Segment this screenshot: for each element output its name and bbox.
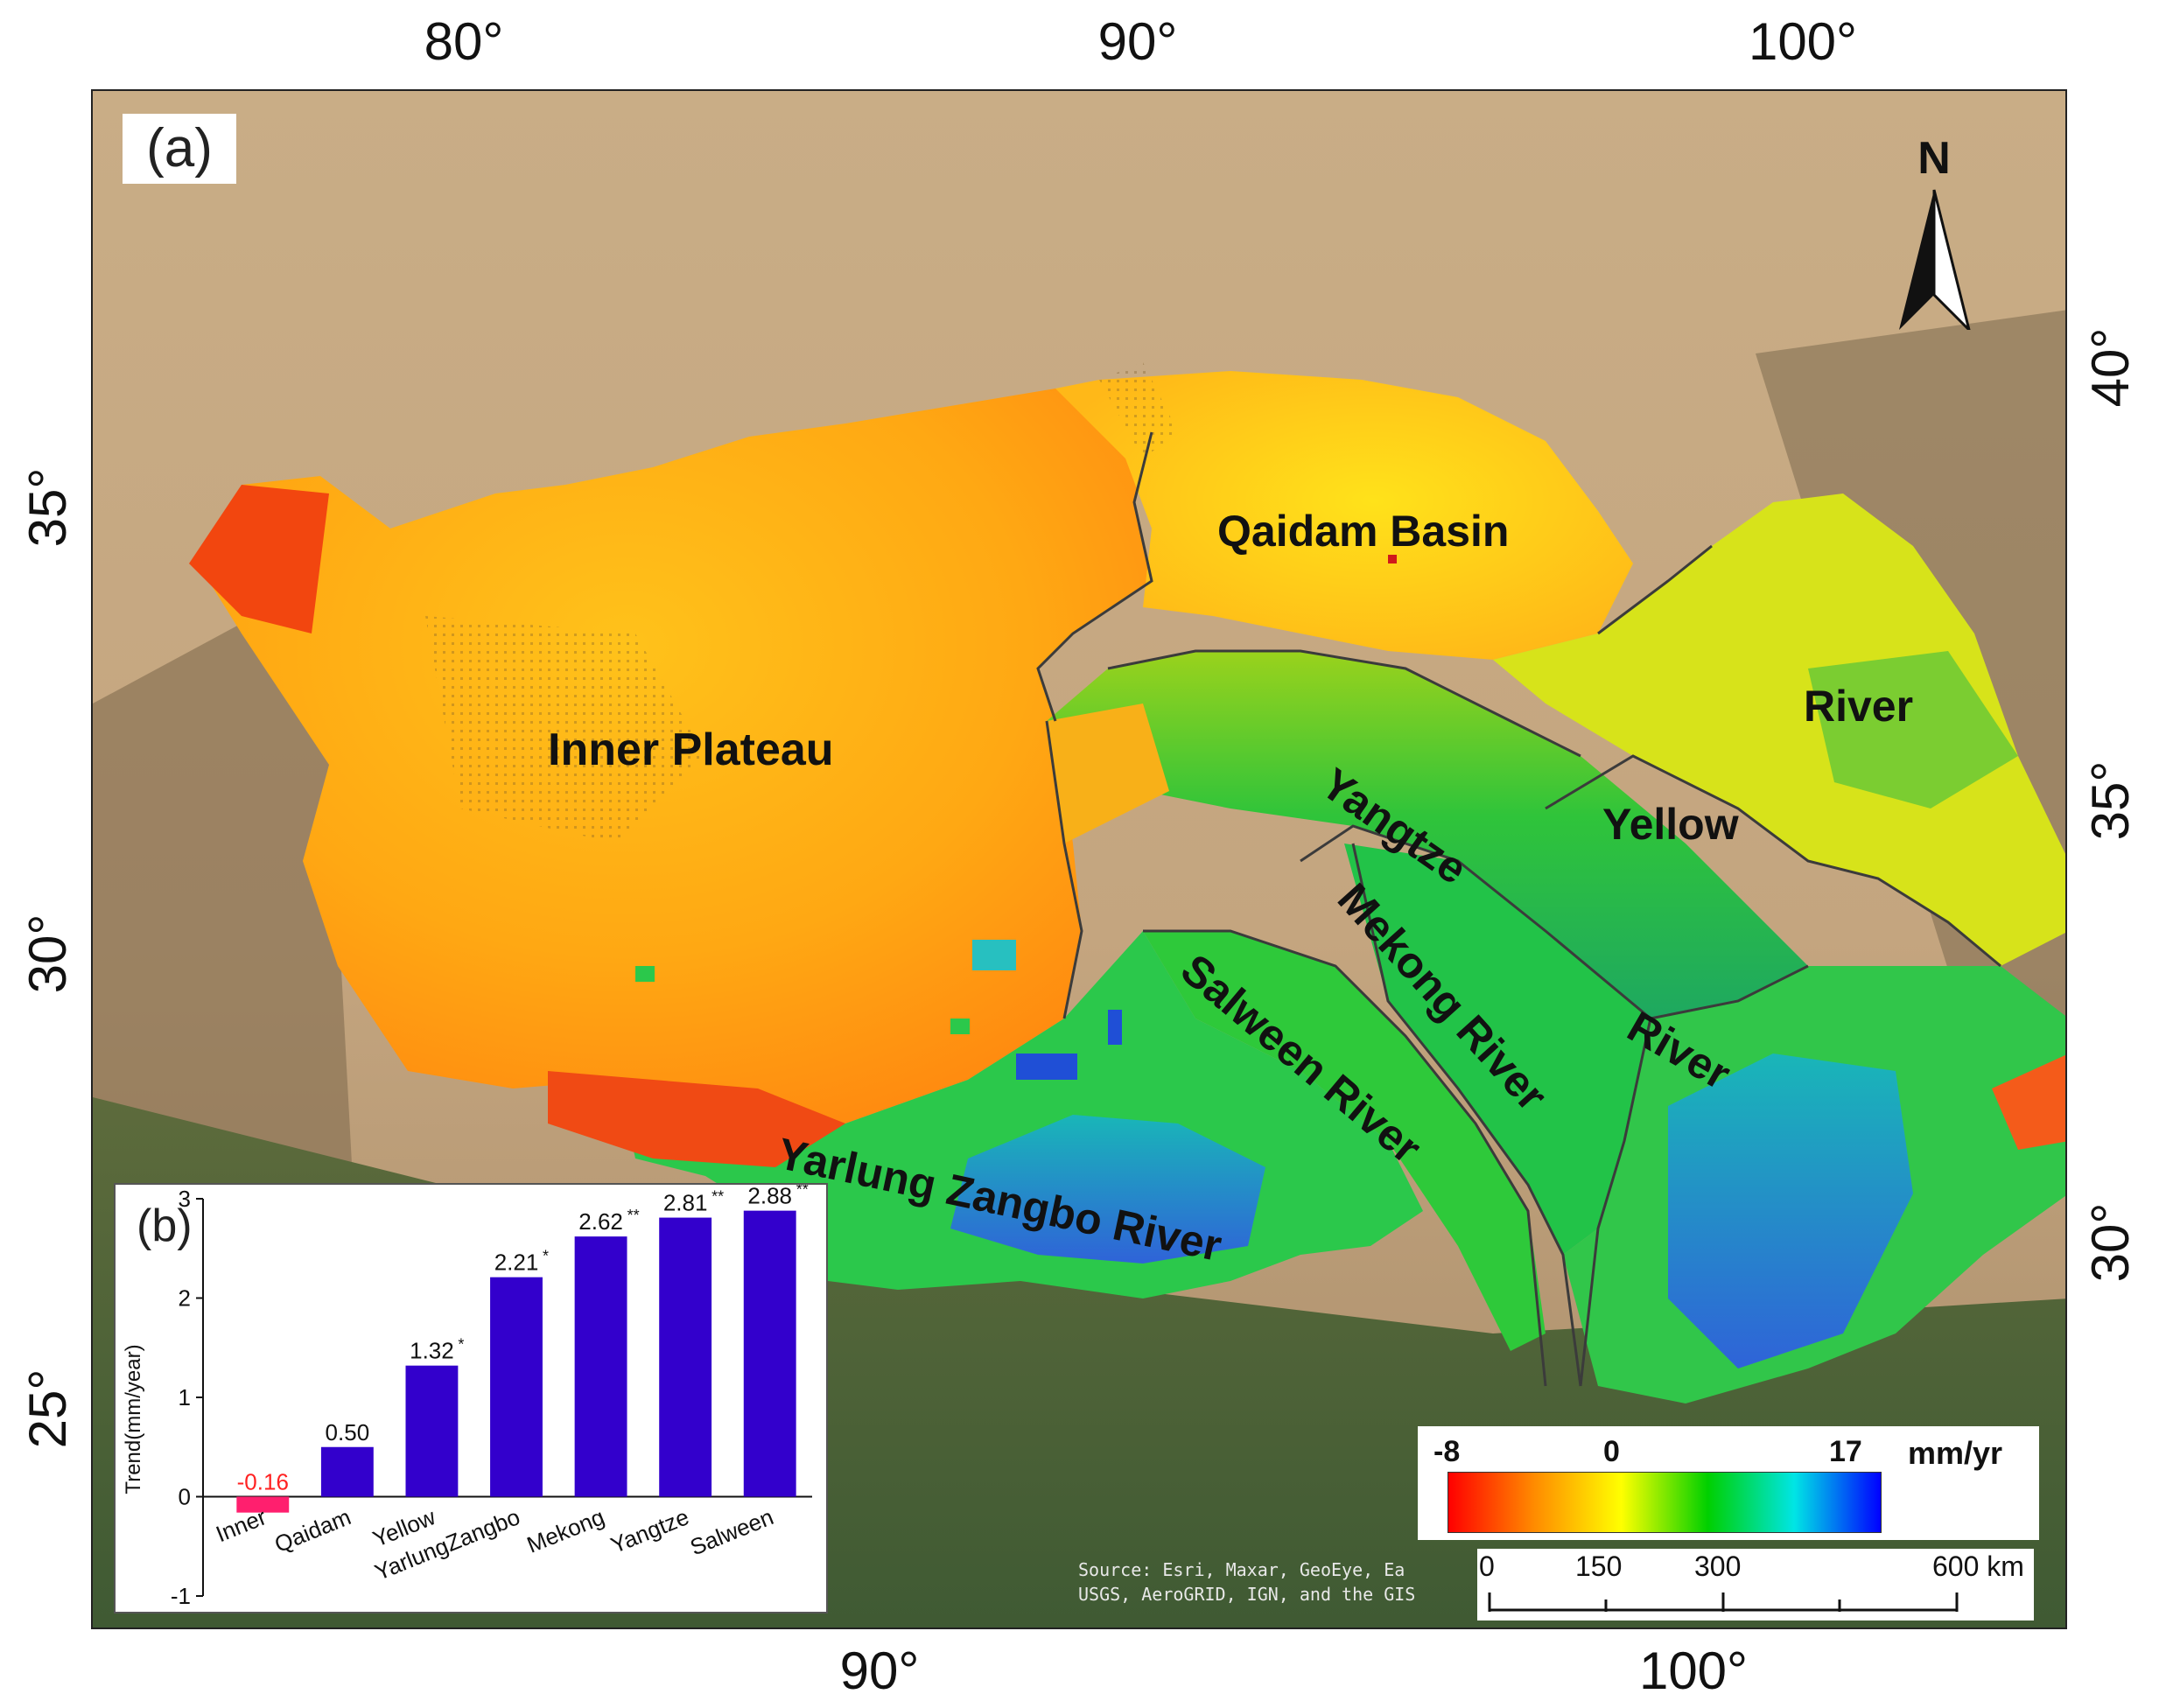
lon-tick-bottom-100: 100° <box>1638 1642 1749 1700</box>
lon-tick-top-90: 90° <box>1097 12 1178 71</box>
salween-region <box>1143 931 1546 1351</box>
basin-boundaries <box>1036 431 2001 1387</box>
bar-value-label: 2.81 <box>663 1190 708 1216</box>
bar-value-label: 2.62 <box>578 1208 623 1235</box>
scale-bar-line <box>1488 1592 1959 1612</box>
lon-tick-bottom-90: 90° <box>839 1642 920 1700</box>
label-qaidam-basin: Qaidam Basin <box>1217 507 1509 556</box>
scale-label-300: 300 <box>1694 1550 1742 1582</box>
bar-value-label: 0.50 <box>326 1419 370 1446</box>
bar-value-label: 2.88 <box>747 1185 792 1209</box>
panel-label-a: (a) <box>123 114 236 184</box>
legend-max-label: 17 <box>1829 1435 1862 1468</box>
legend-mid-label: 0 <box>1603 1435 1620 1468</box>
bar-inner <box>236 1496 290 1513</box>
lat-tick-left-25: 25° <box>18 1368 77 1449</box>
qaidam-basin-region <box>1055 371 1633 660</box>
bar-significance-mark: ** <box>627 1207 640 1224</box>
panel-label-b: (b) <box>137 1200 193 1251</box>
green-patch <box>635 966 655 982</box>
y-axis-label: Trend(mm/year) <box>122 1344 145 1494</box>
legend-min-label: -8 <box>1433 1435 1461 1468</box>
yellow-river-region <box>1493 494 2065 966</box>
scale-label-600: 600 km <box>1932 1550 2024 1582</box>
inner-west-red-zone <box>189 485 329 634</box>
lat-tick-right-40: 40° <box>2081 327 2140 408</box>
north-arrow-icon <box>1899 189 1972 334</box>
y-tick-label: 0 <box>179 1484 191 1510</box>
lat-tick-right-30: 30° <box>2081 1202 2140 1283</box>
bar-mekong <box>574 1236 627 1497</box>
green-patch <box>950 1018 970 1034</box>
bar-yarlungzangbo <box>490 1277 543 1497</box>
red-pixel <box>1388 555 1397 564</box>
bar-yellow <box>405 1365 459 1497</box>
scale-label-150: 150 <box>1575 1550 1623 1582</box>
bar-value-label: -0.16 <box>237 1469 289 1495</box>
lat-tick-right-35: 35° <box>2081 760 2140 841</box>
y-tick-label: 3 <box>179 1186 191 1212</box>
yarlung-red-zone <box>548 1071 845 1167</box>
label-inner-plateau: Inner Plateau <box>548 724 834 775</box>
bar-qaidam <box>320 1446 374 1497</box>
bar-chart-svg: (b) Trend(mm/year) -10123-0.16Inner0.50Q… <box>122 1181 812 1609</box>
north-label: N <box>1917 133 1951 184</box>
yellow-green-zone <box>1808 651 2018 808</box>
bar-yangtze <box>659 1217 712 1497</box>
color-legend: -8 0 17 mm/yr <box>1418 1426 2039 1540</box>
source-attribution: Source: Esri, Maxar, GeoEye, Ea USGS, Ae… <box>1078 1559 1416 1605</box>
blue-patch <box>1016 1054 1077 1080</box>
lon-tick-top-80: 80° <box>424 12 504 71</box>
y-tick-label: 2 <box>179 1285 191 1312</box>
qaidam-hatched-zone <box>1099 362 1178 458</box>
yangtze-region <box>1047 651 1808 1018</box>
category-label: Yangtze <box>606 1503 692 1558</box>
inset-bar-chart: (b) Trend(mm/year) -1 0 1 2 3 -0.16 Inner 0.50 Q… <box>114 1181 828 1614</box>
north-arrow: N <box>1886 133 1982 334</box>
scale-bar: 0 150 300 600 km <box>1477 1549 2034 1620</box>
bar-significance-mark: ** <box>711 1188 724 1206</box>
label-yellow: Yellow <box>1602 800 1739 849</box>
yarlung-blue-zone <box>950 1115 1265 1264</box>
bar-value-label: 1.32 <box>410 1338 454 1364</box>
inner-hatched-zone <box>425 616 705 844</box>
bar-significance-mark: * <box>543 1248 549 1265</box>
bar-value-label: 2.21 <box>494 1250 539 1276</box>
blue-patch <box>1108 1010 1122 1045</box>
southeast-red-edge <box>1992 1054 2065 1150</box>
category-label: Salween <box>686 1503 777 1560</box>
lat-tick-left-30: 30° <box>18 914 77 994</box>
mekong-region <box>1344 844 1651 1255</box>
yangtze-west-zone <box>1047 704 1169 844</box>
label-yellow-river: River <box>1804 682 1913 731</box>
lon-tick-top-100: 100° <box>1748 12 1858 71</box>
western-mountains <box>93 581 355 1228</box>
lat-tick-left-35: 35° <box>18 467 77 548</box>
cyan-patch <box>972 940 1016 970</box>
southeast-blue-zone <box>1668 1054 1913 1368</box>
bar-significance-mark: ** <box>796 1185 809 1199</box>
legend-color-ramp <box>1448 1472 1882 1533</box>
legend-unit-label: mm/yr <box>1908 1435 2003 1471</box>
bar-salween <box>743 1210 796 1497</box>
bar-significance-mark: * <box>458 1336 464 1354</box>
y-tick-label: -1 <box>171 1583 191 1609</box>
scale-label-0: 0 <box>1479 1550 1495 1582</box>
category-label: Mekong <box>523 1503 608 1558</box>
y-tick-label: 1 <box>179 1384 191 1410</box>
